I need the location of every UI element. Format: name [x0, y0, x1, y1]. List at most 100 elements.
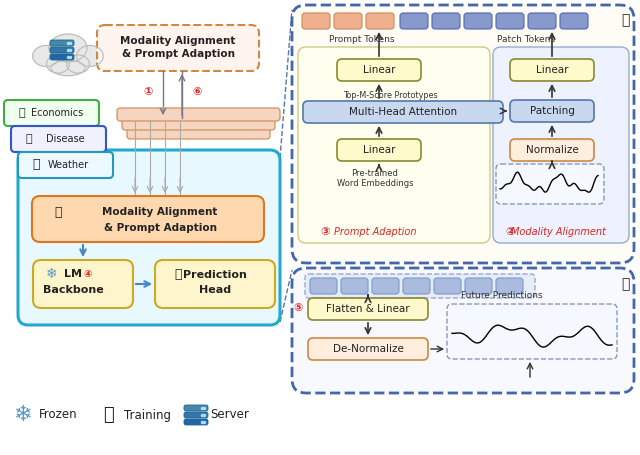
Text: 🔥: 🔥: [54, 206, 61, 218]
FancyBboxPatch shape: [127, 126, 270, 139]
FancyBboxPatch shape: [184, 405, 208, 411]
Text: Normalize: Normalize: [525, 145, 579, 155]
FancyBboxPatch shape: [337, 139, 421, 161]
FancyBboxPatch shape: [303, 101, 503, 123]
Text: 📈: 📈: [19, 108, 26, 118]
Text: Head: Head: [199, 285, 231, 295]
Text: Patch Tokens: Patch Tokens: [497, 35, 555, 45]
FancyBboxPatch shape: [18, 150, 280, 325]
FancyBboxPatch shape: [155, 260, 275, 308]
Ellipse shape: [77, 46, 103, 66]
Text: 🔥: 🔥: [621, 277, 629, 291]
Ellipse shape: [51, 61, 85, 76]
Ellipse shape: [33, 46, 60, 66]
Text: Pre-trained: Pre-trained: [351, 168, 399, 177]
Text: ①: ①: [143, 87, 153, 97]
FancyBboxPatch shape: [528, 13, 556, 29]
FancyBboxPatch shape: [50, 47, 74, 53]
FancyBboxPatch shape: [496, 278, 523, 294]
FancyBboxPatch shape: [184, 412, 208, 418]
Text: Frozen: Frozen: [38, 409, 77, 421]
FancyBboxPatch shape: [372, 278, 399, 294]
Text: Future Predictions: Future Predictions: [461, 290, 543, 299]
Text: Word Embeddings: Word Embeddings: [337, 178, 413, 187]
Text: ❄: ❄: [46, 267, 58, 281]
Text: Modality Alignment: Modality Alignment: [120, 36, 236, 46]
FancyBboxPatch shape: [33, 260, 133, 308]
FancyBboxPatch shape: [184, 419, 208, 425]
FancyBboxPatch shape: [122, 117, 275, 130]
FancyBboxPatch shape: [447, 304, 617, 359]
FancyBboxPatch shape: [18, 152, 113, 178]
Text: & Prompt Adaption: & Prompt Adaption: [104, 223, 216, 233]
Text: Prediction: Prediction: [183, 270, 247, 280]
FancyBboxPatch shape: [32, 196, 264, 242]
Text: Prompt Tokens: Prompt Tokens: [329, 35, 395, 45]
FancyBboxPatch shape: [50, 54, 74, 60]
FancyBboxPatch shape: [305, 274, 535, 298]
FancyBboxPatch shape: [337, 59, 421, 81]
Text: Linear: Linear: [363, 65, 396, 75]
Text: 📋: 📋: [26, 134, 32, 144]
FancyBboxPatch shape: [4, 100, 99, 126]
Text: Top-M-Score Prototypes: Top-M-Score Prototypes: [342, 91, 437, 100]
Text: Patching: Patching: [529, 106, 575, 116]
Text: 🔥: 🔥: [621, 13, 629, 27]
Text: Economics: Economics: [31, 108, 83, 118]
FancyBboxPatch shape: [11, 126, 106, 152]
Text: Linear: Linear: [536, 65, 568, 75]
Text: Prompt Adaption: Prompt Adaption: [333, 227, 416, 237]
Text: Weather: Weather: [47, 160, 88, 170]
Text: ⑥: ⑥: [192, 87, 202, 97]
FancyBboxPatch shape: [496, 164, 604, 204]
FancyBboxPatch shape: [560, 13, 588, 29]
FancyBboxPatch shape: [341, 278, 368, 294]
Text: LM: LM: [64, 269, 82, 279]
FancyBboxPatch shape: [400, 13, 428, 29]
Text: Disease: Disease: [45, 134, 84, 144]
FancyBboxPatch shape: [97, 25, 259, 71]
Text: Multi-Head Attention: Multi-Head Attention: [349, 107, 457, 117]
FancyBboxPatch shape: [510, 139, 594, 161]
FancyBboxPatch shape: [292, 5, 634, 263]
FancyBboxPatch shape: [434, 278, 461, 294]
FancyBboxPatch shape: [366, 13, 394, 29]
FancyBboxPatch shape: [292, 268, 634, 393]
FancyBboxPatch shape: [465, 278, 492, 294]
FancyBboxPatch shape: [493, 47, 629, 243]
Text: ⑤: ⑤: [293, 303, 303, 313]
Text: Flatten & Linear: Flatten & Linear: [326, 304, 410, 314]
Text: Modality Alignment: Modality Alignment: [102, 207, 218, 217]
Text: Server: Server: [211, 409, 250, 421]
FancyBboxPatch shape: [117, 108, 280, 121]
FancyBboxPatch shape: [302, 13, 330, 29]
FancyBboxPatch shape: [298, 47, 490, 243]
FancyBboxPatch shape: [432, 13, 460, 29]
FancyBboxPatch shape: [310, 278, 337, 294]
Text: Modality Alignment: Modality Alignment: [511, 227, 605, 237]
Text: ❄: ❄: [13, 405, 31, 425]
FancyBboxPatch shape: [50, 40, 74, 46]
FancyBboxPatch shape: [308, 338, 428, 360]
Text: De-Normalize: De-Normalize: [333, 344, 403, 354]
FancyBboxPatch shape: [334, 13, 362, 29]
FancyBboxPatch shape: [308, 298, 428, 320]
FancyBboxPatch shape: [496, 13, 524, 29]
Text: ④: ④: [84, 269, 92, 279]
FancyBboxPatch shape: [510, 59, 594, 81]
Text: Training: Training: [125, 409, 172, 421]
Text: 🔥: 🔥: [102, 406, 113, 424]
Text: Linear: Linear: [363, 145, 396, 155]
Text: ②: ②: [506, 227, 515, 237]
Ellipse shape: [67, 55, 90, 73]
FancyBboxPatch shape: [464, 13, 492, 29]
FancyBboxPatch shape: [403, 278, 430, 294]
Ellipse shape: [47, 55, 69, 73]
Text: 🔥: 🔥: [174, 268, 182, 282]
Text: ③: ③: [320, 227, 330, 237]
Ellipse shape: [49, 34, 87, 62]
Text: & Prompt Adaption: & Prompt Adaption: [122, 49, 234, 59]
Text: Backbone: Backbone: [43, 285, 104, 295]
Text: 🌀: 🌀: [32, 158, 40, 172]
FancyBboxPatch shape: [510, 100, 594, 122]
